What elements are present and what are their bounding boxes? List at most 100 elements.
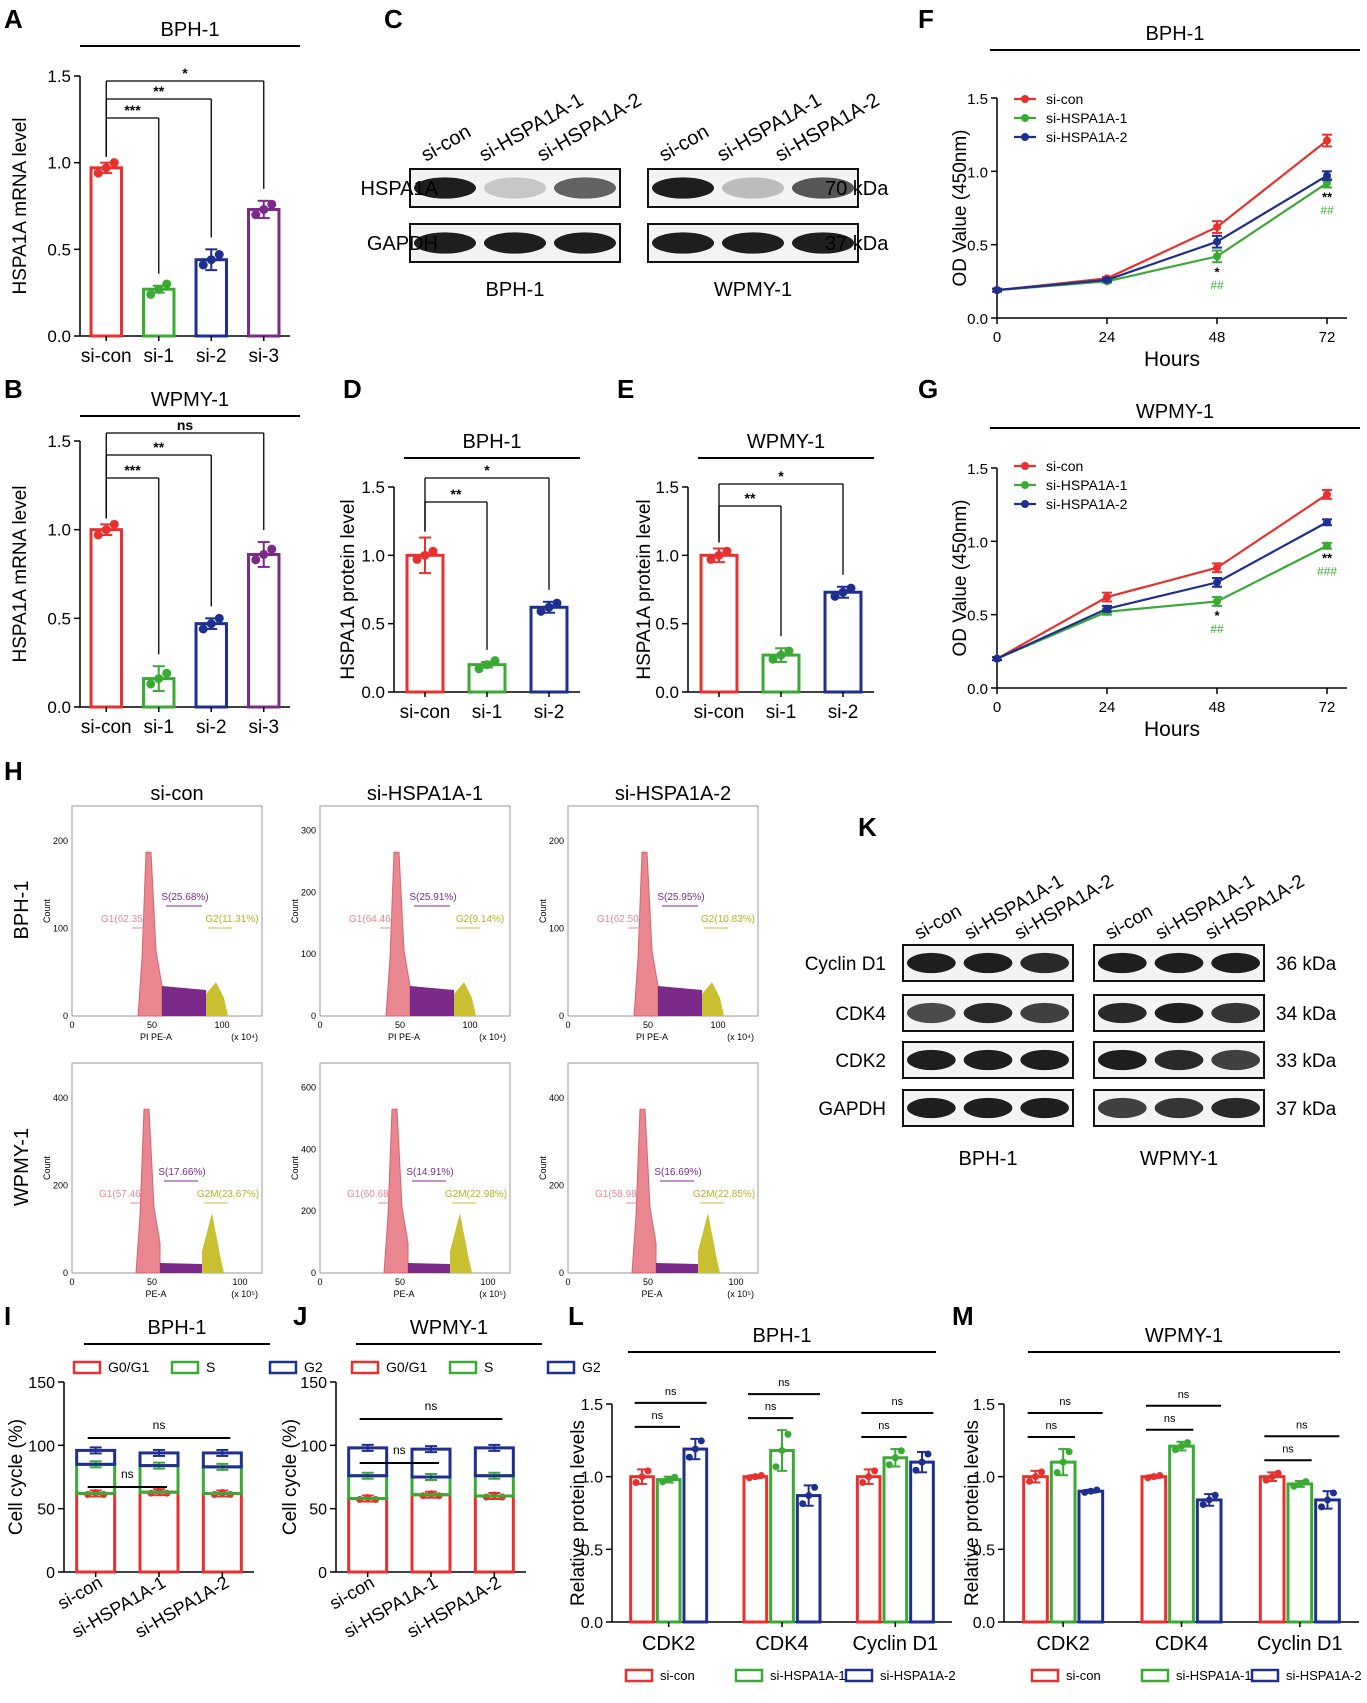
- x-tick-label: 24: [1099, 699, 1116, 716]
- data-point: [1103, 593, 1111, 602]
- sig-label: ns: [177, 417, 194, 433]
- data-point: [1087, 1487, 1095, 1495]
- legend-marker: [1021, 114, 1029, 122]
- histogram-y-tick: 400: [301, 1144, 316, 1154]
- bar: [1168, 1444, 1195, 1624]
- g2-label: G2M(22.85%): [693, 1189, 755, 1200]
- data-point: [1038, 1468, 1045, 1476]
- x-tick-label: 0: [993, 329, 1001, 346]
- histogram-x-tick: 0: [69, 1020, 74, 1030]
- sig-label-star: *: [1214, 264, 1220, 279]
- stacked-bar-segment: [347, 1446, 389, 1478]
- data-point: [1296, 1480, 1304, 1488]
- y-tick-label: 1.0: [967, 534, 988, 551]
- histogram-y-tick: 0: [63, 1268, 68, 1278]
- legend-marker: [1021, 500, 1029, 508]
- sig-label: ns: [652, 1410, 664, 1422]
- data-point: [198, 260, 208, 270]
- histogram-x-unit: (x 10⁴): [231, 1032, 258, 1042]
- data-point: [778, 1447, 786, 1455]
- histogram-y-label: Count: [42, 1156, 52, 1181]
- histogram-y-tick: 0: [559, 1268, 564, 1278]
- sig-label: ns: [121, 1467, 134, 1481]
- bar: [1314, 1498, 1341, 1624]
- y-tick-label: 0.5: [361, 615, 385, 634]
- sig-label: ns: [1046, 1420, 1058, 1432]
- x-tick-label: si-1: [143, 717, 174, 738]
- histogram-y-tick: 100: [549, 924, 564, 934]
- protein-band: [484, 177, 546, 199]
- sig-label: **: [451, 486, 462, 502]
- panel-title: BPH-1: [148, 1317, 207, 1339]
- histogram-x-tick: 0: [565, 1020, 570, 1030]
- data-point: [1323, 171, 1331, 180]
- data-point: [482, 660, 492, 670]
- sig-label-star: **: [1322, 551, 1333, 566]
- panel-letter-c: C: [384, 4, 403, 34]
- data-point: [1324, 1496, 1331, 1504]
- legend-swatch: [624, 1668, 654, 1683]
- size-label: 34 kDa: [1276, 1004, 1337, 1025]
- legend-label: si-HSPA1A-1: [770, 1668, 846, 1683]
- data-point: [1178, 1442, 1185, 1450]
- histogram-y-tick: 200: [301, 1206, 316, 1216]
- data-point: [671, 1473, 679, 1481]
- stacked-bar-segment: [347, 1497, 389, 1574]
- y-axis-label: HSPA1A protein level: [634, 499, 655, 679]
- legend-label: G2: [582, 1359, 601, 1375]
- y-tick-label: 1.0: [47, 521, 71, 540]
- size-label: 37 kDa: [1276, 1099, 1337, 1120]
- data-point: [1290, 1482, 1298, 1490]
- g1-label: G1(62.50%): [597, 914, 651, 925]
- data-point: [1213, 597, 1221, 606]
- histogram-x-tick: 100: [480, 1277, 495, 1287]
- sig-label: *: [484, 462, 490, 478]
- legend-label: si-HSPA1A-2: [1046, 129, 1128, 145]
- legend-marker: [1021, 133, 1029, 141]
- y-tick-label: 0.0: [47, 327, 71, 346]
- histogram-g2-peak: [206, 982, 228, 1016]
- data-point: [259, 204, 269, 214]
- y-tick-label: 1.5: [967, 91, 988, 108]
- protein-band: [907, 1049, 956, 1071]
- sig-label-hash: ###: [1317, 565, 1337, 579]
- panel-letter-e: E: [617, 374, 634, 404]
- data-point: [251, 210, 261, 220]
- data-point: [101, 525, 111, 535]
- x-tick-label: 24: [1099, 329, 1116, 346]
- histogram-g2-peak: [202, 1213, 224, 1273]
- data-point: [1323, 518, 1331, 527]
- data-point: [1059, 1458, 1067, 1466]
- y-axis-label: OD Value (450nm): [950, 500, 971, 657]
- y-tick-label: 0: [318, 1565, 327, 1582]
- bar: [699, 553, 739, 694]
- sig-label: ns: [1282, 1443, 1294, 1455]
- g2-label: G2M(22.98%): [445, 1189, 507, 1200]
- histogram-y-tick: 0: [559, 1011, 564, 1021]
- y-tick-label: 50: [309, 1502, 327, 1519]
- histogram-s-region: [162, 986, 206, 1016]
- stacked-bar-segment: [473, 1446, 515, 1478]
- protein-band: [1020, 1097, 1069, 1119]
- histogram-x-tick: 50: [395, 1277, 405, 1287]
- protein-label: GAPDH: [367, 233, 438, 255]
- stacked-bar-segment: [75, 1491, 117, 1574]
- histogram-g2-peak: [454, 982, 476, 1016]
- histogram-x-tick: 0: [565, 1277, 570, 1287]
- histogram-y-tick: 200: [53, 1181, 68, 1191]
- histogram-y-tick: 200: [549, 1181, 564, 1191]
- series-line: [996, 544, 1328, 660]
- sig-label: ***: [124, 462, 141, 478]
- y-tick-label: 1.5: [655, 478, 679, 497]
- data-point: [214, 613, 224, 623]
- protein-band: [907, 952, 956, 974]
- data-point: [846, 583, 856, 593]
- histogram-x-unit: (x 10⁴): [479, 1032, 506, 1042]
- histogram-x-tick: 50: [643, 1020, 653, 1030]
- x-tick-label: 0: [993, 699, 1001, 716]
- x-tick-label: CDK2: [642, 1633, 695, 1655]
- sig-label: **: [745, 490, 756, 506]
- data-point: [706, 554, 716, 564]
